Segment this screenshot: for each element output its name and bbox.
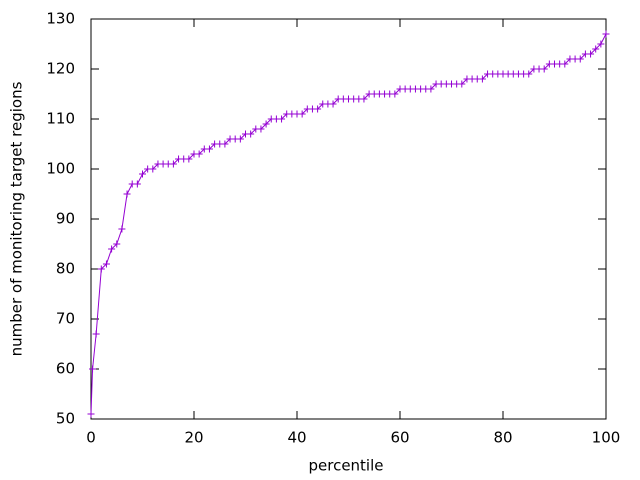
x-tick-label: 0 bbox=[86, 429, 96, 447]
point-marker bbox=[149, 165, 157, 173]
y-tick-label: 120 bbox=[46, 60, 75, 78]
point-marker bbox=[195, 150, 203, 158]
y-axis-label: number of monitoring target regions bbox=[8, 81, 26, 356]
point-marker bbox=[221, 140, 229, 148]
point-marker bbox=[87, 410, 95, 418]
y-tick-label: 90 bbox=[56, 210, 75, 228]
point-marker bbox=[427, 85, 435, 93]
y-tick-label: 50 bbox=[56, 410, 75, 428]
x-tick-label: 100 bbox=[592, 429, 621, 447]
point-marker bbox=[118, 225, 126, 233]
point-marker bbox=[92, 330, 100, 338]
plot-frame bbox=[90, 18, 607, 420]
point-marker bbox=[205, 145, 213, 153]
point-marker bbox=[108, 245, 116, 253]
point-marker bbox=[139, 170, 146, 178]
point-marker bbox=[247, 130, 255, 138]
x-tick-label: 20 bbox=[184, 429, 203, 447]
point-marker bbox=[329, 100, 337, 108]
point-marker bbox=[360, 95, 368, 103]
point-marker bbox=[257, 125, 265, 133]
point-marker bbox=[169, 160, 177, 168]
point-marker bbox=[478, 75, 486, 83]
point-marker bbox=[97, 265, 105, 273]
point-marker bbox=[236, 135, 244, 143]
x-tick-label: 60 bbox=[390, 429, 409, 447]
point-marker bbox=[561, 60, 569, 68]
point-marker bbox=[314, 105, 322, 113]
x-tick-label: 80 bbox=[493, 429, 512, 447]
y-tick-label: 60 bbox=[56, 360, 75, 378]
point-marker bbox=[185, 155, 193, 163]
y-tick-label: 80 bbox=[56, 260, 75, 278]
point-marker bbox=[278, 115, 286, 123]
point-marker bbox=[102, 260, 110, 268]
point-marker bbox=[133, 180, 141, 188]
point-marker bbox=[587, 50, 595, 58]
x-tick-label: 40 bbox=[287, 429, 306, 447]
point-marker bbox=[89, 365, 97, 373]
point-marker bbox=[525, 70, 533, 78]
point-marker bbox=[458, 80, 466, 88]
point-marker bbox=[597, 40, 605, 48]
point-marker bbox=[602, 30, 610, 38]
y-tick-label: 110 bbox=[46, 110, 75, 128]
point-marker bbox=[592, 45, 600, 53]
point-marker bbox=[262, 120, 270, 128]
point-marker bbox=[576, 55, 584, 63]
x-axis-label: percentile bbox=[308, 457, 383, 475]
point-marker bbox=[540, 65, 548, 73]
point-marker bbox=[113, 240, 121, 248]
data-line bbox=[90, 33, 607, 415]
point-marker bbox=[391, 90, 399, 98]
point-marker bbox=[123, 190, 131, 198]
y-tick-label: 130 bbox=[46, 10, 75, 28]
point-marker bbox=[298, 110, 306, 118]
y-tick-label: 70 bbox=[56, 310, 75, 328]
y-tick-label: 100 bbox=[46, 160, 75, 178]
